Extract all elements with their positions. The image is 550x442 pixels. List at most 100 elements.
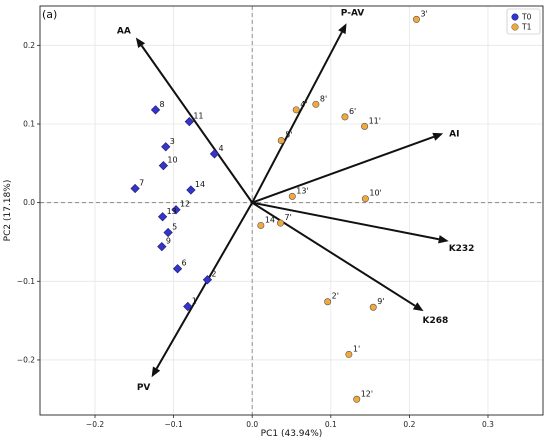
point-label: 9' bbox=[377, 297, 384, 306]
vector-label: PV bbox=[137, 383, 151, 393]
point-label: 6' bbox=[349, 107, 356, 116]
point-label: 4' bbox=[300, 100, 307, 109]
point-label: 5' bbox=[285, 130, 292, 139]
point-marker bbox=[172, 264, 183, 274]
point-label: 8 bbox=[160, 100, 165, 109]
y-tick-label: 0.1 bbox=[23, 119, 35, 128]
point-marker bbox=[150, 105, 161, 115]
vector-arrowhead bbox=[438, 235, 449, 244]
x-tick-label: −0.2 bbox=[86, 420, 104, 429]
point-label: 1 bbox=[192, 296, 197, 305]
point-marker bbox=[171, 205, 181, 215]
vector-arrowhead bbox=[412, 302, 424, 312]
vector-pv: PV bbox=[137, 202, 254, 393]
point-label: 13' bbox=[296, 186, 308, 195]
vector-label: K232 bbox=[449, 244, 475, 254]
point-label: 5 bbox=[172, 223, 177, 232]
point-marker bbox=[184, 116, 194, 127]
point-marker bbox=[412, 15, 420, 23]
point-label: 6 bbox=[182, 259, 187, 268]
vector-shaft bbox=[252, 201, 440, 241]
point-marker bbox=[361, 195, 369, 203]
panel-label: (a) bbox=[42, 8, 57, 21]
vector-shaft bbox=[155, 202, 254, 370]
point-label: 3 bbox=[170, 137, 175, 146]
point-label: 12 bbox=[180, 200, 190, 209]
point-label: 2' bbox=[332, 292, 339, 301]
legend-marker bbox=[511, 23, 519, 31]
point-marker bbox=[312, 100, 320, 108]
x-tick-label: 0.3 bbox=[482, 420, 494, 429]
series-t1: 1' 2' 3' 4' 5' 6' 7' 8' 9' 10' 11' 12' 13' 14' bbox=[257, 9, 428, 403]
point-label: 11' bbox=[369, 116, 381, 125]
point-label: 11 bbox=[193, 112, 203, 121]
score-points: 12345678910111213141'2'3'4'5'6'7'8'9'10'… bbox=[130, 9, 428, 403]
vector-arrowhead bbox=[432, 132, 444, 141]
y-axis-title: PC2 (17.18%) bbox=[3, 180, 13, 242]
vector-arrowhead bbox=[135, 37, 146, 49]
y-tick-label: −0.1 bbox=[17, 277, 35, 286]
legend-entry: T1 bbox=[521, 23, 532, 32]
point-marker bbox=[341, 113, 349, 121]
zero-lines bbox=[40, 6, 543, 415]
point-label: 4 bbox=[218, 144, 223, 153]
x-tick-label: −0.1 bbox=[165, 420, 183, 429]
point-marker bbox=[277, 136, 285, 144]
plot-frame bbox=[39, 5, 544, 416]
point-label: 14' bbox=[265, 215, 277, 224]
point-marker bbox=[209, 149, 220, 159]
vector-shaft bbox=[251, 135, 435, 204]
vector-k232: K232 bbox=[252, 201, 475, 254]
point-marker bbox=[257, 221, 265, 229]
legend-marker bbox=[511, 13, 519, 21]
point-label: 12' bbox=[361, 389, 373, 398]
x-axis-title: PC1 (43.94%) bbox=[261, 429, 323, 439]
point-label: 8' bbox=[320, 94, 327, 103]
vector-arrowhead bbox=[151, 366, 161, 378]
point-label: 3' bbox=[420, 9, 427, 18]
point-label: 2 bbox=[211, 270, 216, 279]
y-tick-label: 0.2 bbox=[23, 41, 35, 50]
vector-p-av: P-AV bbox=[251, 8, 365, 204]
point-marker bbox=[369, 303, 377, 311]
point-marker bbox=[202, 275, 213, 285]
point-marker bbox=[157, 212, 168, 222]
point-label: 14 bbox=[195, 180, 205, 189]
vector-label: AA bbox=[117, 26, 131, 36]
x-tick-label: 0.2 bbox=[403, 420, 415, 429]
point-marker bbox=[158, 161, 169, 171]
point-marker bbox=[353, 395, 361, 403]
vector-ai: AI bbox=[251, 129, 460, 204]
y-tick-label: 0.0 bbox=[23, 198, 35, 207]
point-marker bbox=[161, 142, 171, 152]
point-marker bbox=[361, 122, 369, 130]
point-marker bbox=[163, 227, 173, 238]
point-marker bbox=[157, 242, 167, 252]
point-marker bbox=[183, 301, 193, 312]
axis-ticks: −0.2 −0.1 0.0 0.1 0.2 0.3 −0.2 −0.1 0.0 0.1 0.2 bbox=[17, 41, 494, 429]
vector-arrowhead bbox=[338, 23, 347, 35]
point-label: 7' bbox=[284, 213, 291, 222]
vector-aa: AA bbox=[117, 26, 254, 204]
point-label: 13 bbox=[167, 207, 177, 216]
point-marker bbox=[288, 192, 296, 200]
point-marker bbox=[186, 185, 196, 195]
vector-label: K268 bbox=[423, 316, 449, 326]
vector-label: P-AV bbox=[341, 8, 365, 18]
point-label: 7 bbox=[139, 178, 144, 187]
y-tick-label: −0.2 bbox=[17, 355, 35, 364]
point-label: 9 bbox=[166, 237, 171, 246]
point-marker bbox=[276, 219, 284, 227]
x-tick-label: 0.1 bbox=[325, 420, 337, 429]
point-marker bbox=[292, 106, 300, 114]
point-label: 10' bbox=[369, 189, 381, 198]
point-marker bbox=[345, 350, 353, 358]
vector-shaft bbox=[251, 31, 343, 204]
vector-shaft bbox=[140, 45, 254, 204]
point-label: 10 bbox=[167, 156, 177, 165]
legend-entry: T0 bbox=[521, 13, 532, 22]
